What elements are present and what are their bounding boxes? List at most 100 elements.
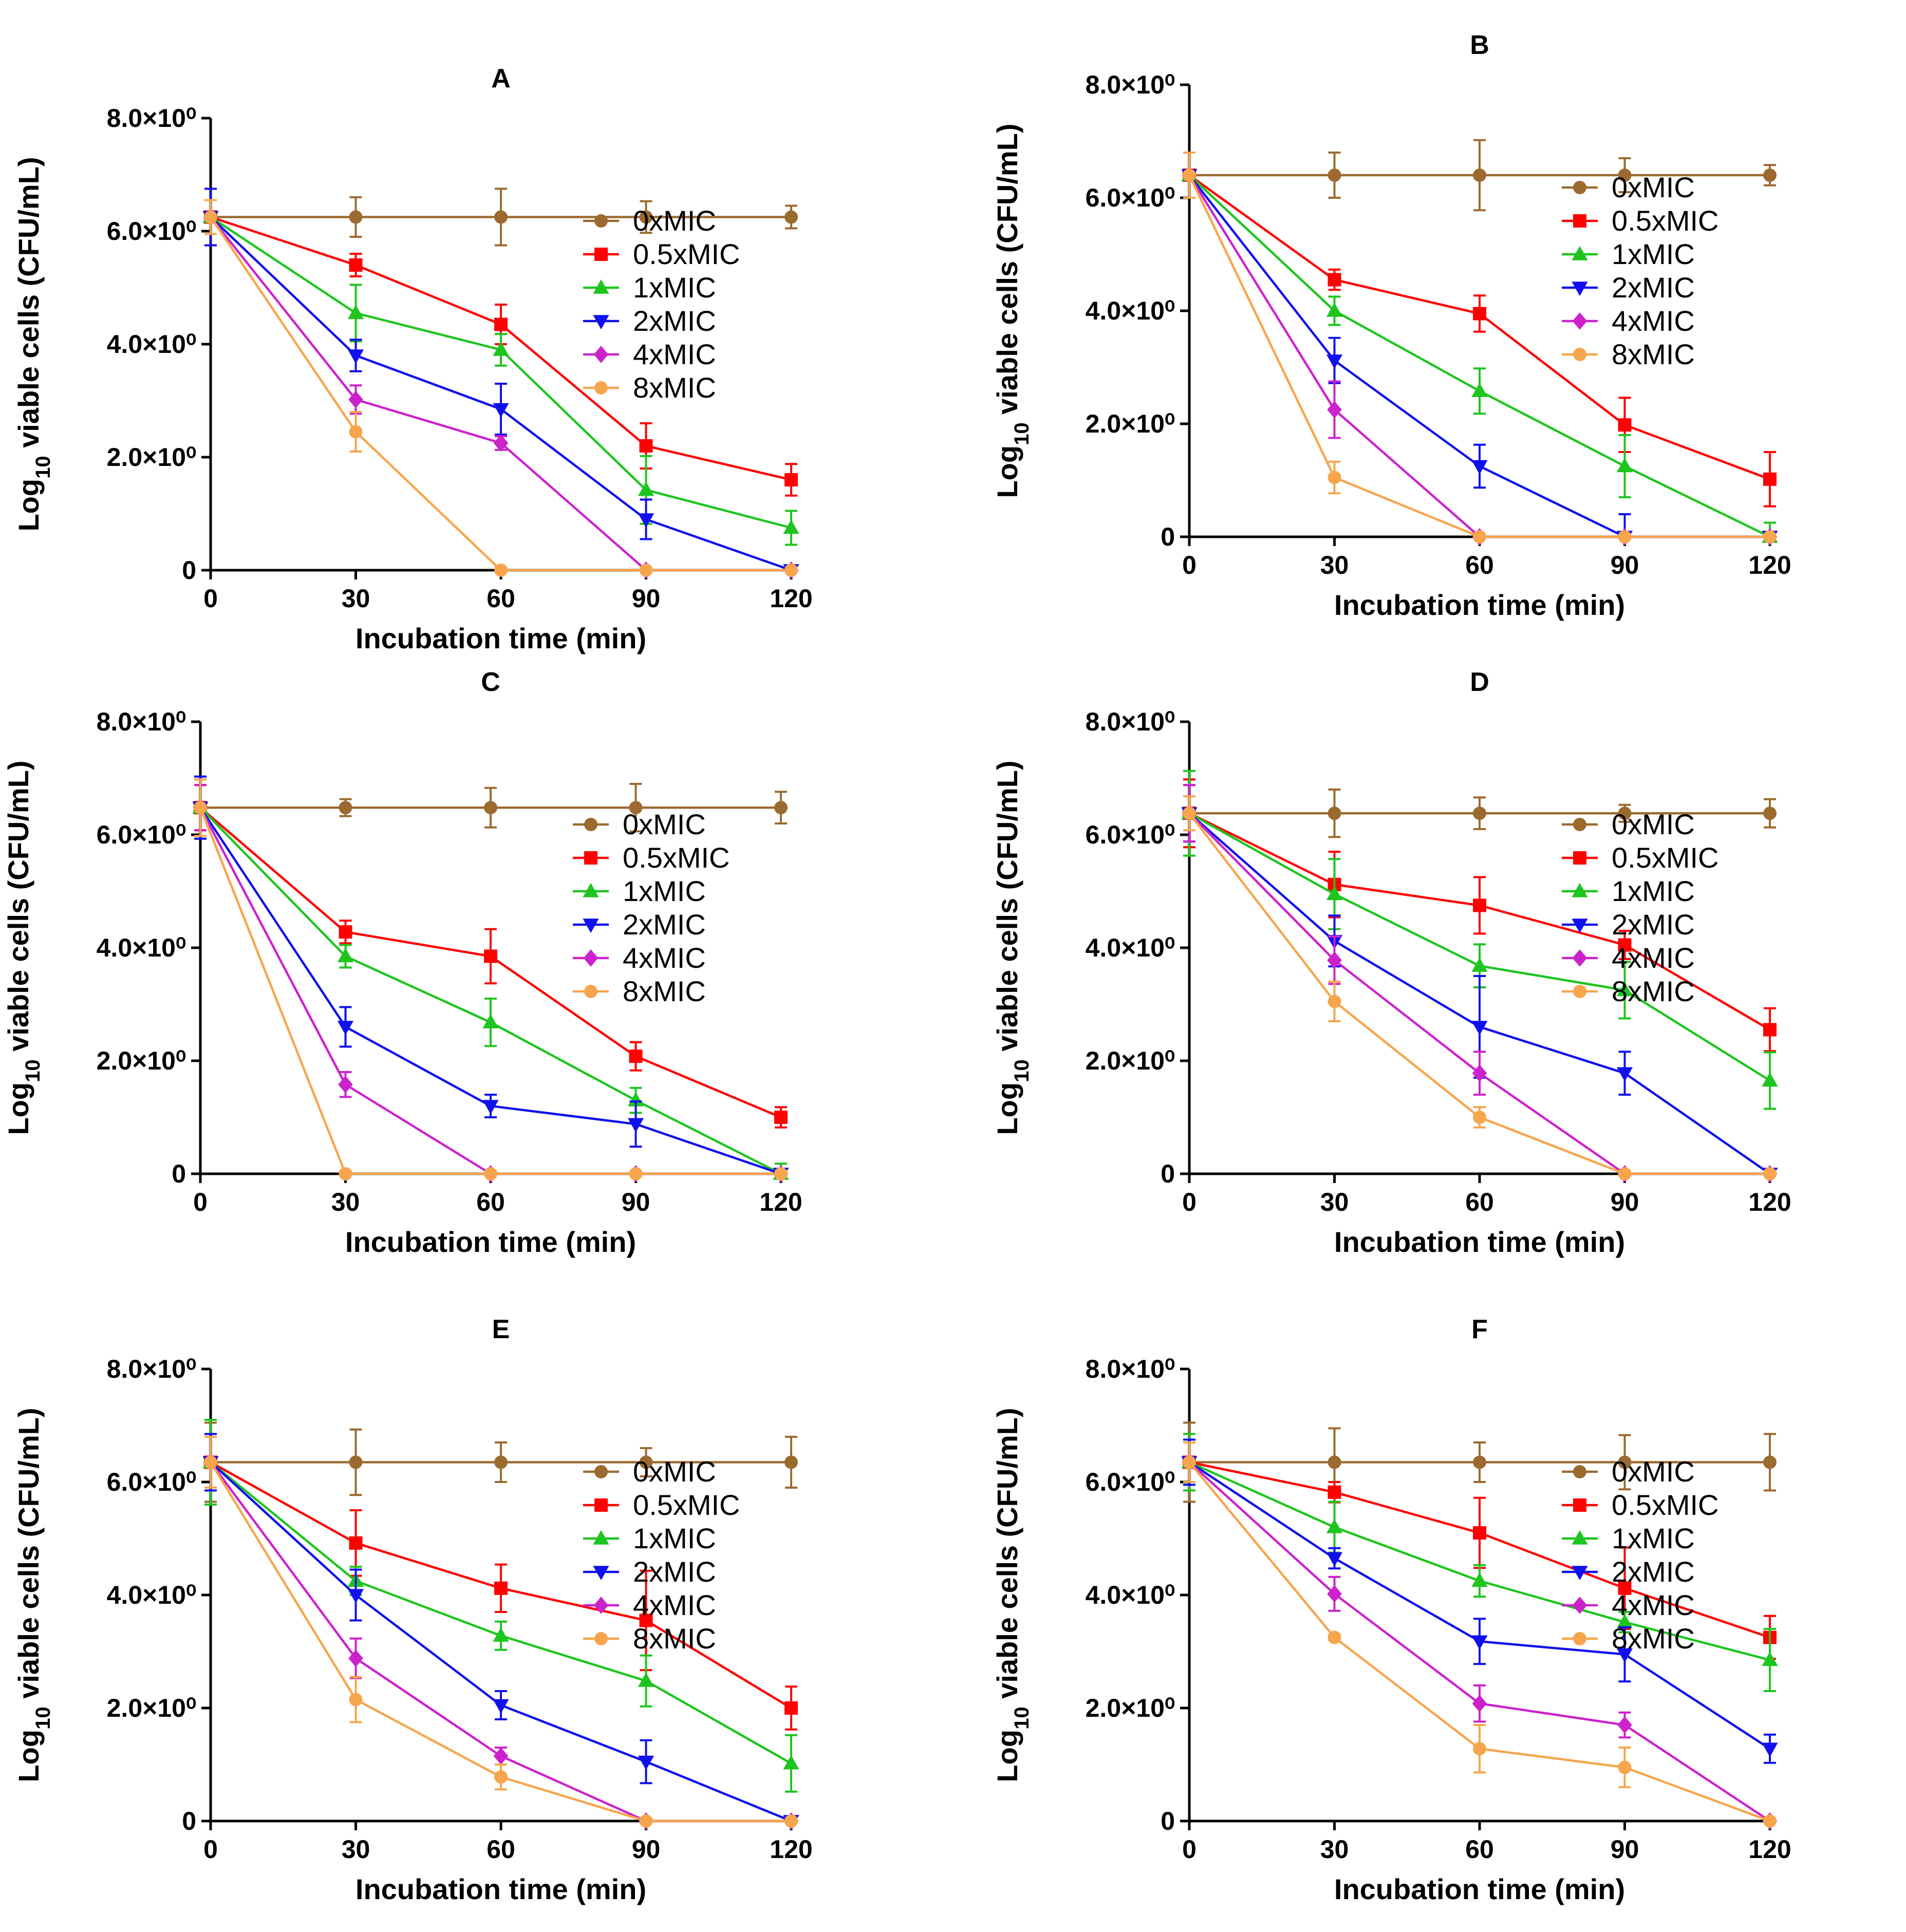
x-axis-label: Incubation time (min) bbox=[1334, 589, 1625, 621]
y-tick-label: 0 bbox=[1161, 1159, 1175, 1188]
legend-swatch-marker bbox=[593, 315, 609, 330]
data-point bbox=[1472, 1064, 1487, 1082]
data-point bbox=[1762, 1072, 1778, 1087]
y-axis-label-base: Log bbox=[991, 1730, 1023, 1783]
data-point bbox=[1762, 1652, 1778, 1666]
data-point bbox=[1183, 168, 1196, 182]
data-point bbox=[1616, 982, 1633, 997]
data-point bbox=[1763, 472, 1777, 486]
legend-swatch-marker bbox=[593, 279, 609, 294]
x-tick-label: 90 bbox=[1611, 551, 1639, 579]
y-axis-label-base: Log bbox=[991, 445, 1023, 498]
legend-swatch-marker bbox=[593, 1530, 609, 1545]
legend-swatch-marker bbox=[1573, 181, 1586, 194]
x-axis-label: Incubation time (min) bbox=[356, 622, 646, 654]
y-axis-label: Log10 viable cells (CFU/mL) bbox=[991, 123, 1033, 498]
x-axis-label: Incubation time (min) bbox=[345, 1226, 636, 1258]
y-tick-label: 2.0×10⁰ bbox=[1086, 409, 1175, 438]
data-point bbox=[347, 349, 364, 364]
panel-title: A bbox=[491, 64, 511, 93]
legend-label: 1xMIC bbox=[1612, 1522, 1695, 1554]
legend-swatch-marker bbox=[1572, 1597, 1587, 1614]
x-tick-label: 120 bbox=[770, 584, 812, 613]
data-point bbox=[349, 1693, 363, 1706]
legend-swatch-marker bbox=[1573, 851, 1586, 865]
legend-swatch-marker bbox=[594, 1498, 608, 1512]
y-tick-label: 6.0×10⁰ bbox=[1086, 183, 1175, 212]
data-point bbox=[347, 305, 364, 320]
y-tick-label: 4.0×10⁰ bbox=[107, 1581, 196, 1609]
data-point bbox=[339, 1167, 352, 1180]
y-axis-label-sub: 10 bbox=[32, 456, 54, 479]
data-point bbox=[1763, 168, 1777, 182]
y-axis-label-rest: viable cells (CFU/mL) bbox=[12, 1408, 45, 1706]
x-tick-label: 120 bbox=[1748, 551, 1791, 579]
data-point bbox=[348, 390, 363, 408]
legend-label: 8xMIC bbox=[623, 975, 706, 1007]
x-tick-label: 30 bbox=[1320, 1835, 1349, 1864]
data-point bbox=[639, 439, 653, 453]
data-point bbox=[1328, 1455, 1341, 1469]
legend-swatch-marker bbox=[1573, 985, 1586, 998]
data-point bbox=[638, 1672, 655, 1687]
series-8xMIC bbox=[1183, 795, 1777, 1180]
data-point bbox=[482, 1100, 499, 1115]
y-axis-label-sub: 10 bbox=[32, 1706, 54, 1730]
y-tick-label: 4.0×10⁰ bbox=[1086, 933, 1175, 962]
y-tick-label: 0 bbox=[1161, 522, 1175, 551]
legend-label: 0.5xMIC bbox=[633, 1489, 740, 1521]
data-point bbox=[627, 1118, 644, 1133]
legend-swatch-marker bbox=[584, 985, 597, 998]
data-point bbox=[1473, 1742, 1486, 1756]
x-tick-label: 90 bbox=[1611, 1188, 1639, 1216]
data-point bbox=[347, 1589, 364, 1604]
legend-label: 4xMIC bbox=[633, 338, 716, 370]
data-point bbox=[194, 801, 207, 815]
data-point bbox=[784, 564, 798, 577]
legend-swatch-marker bbox=[1573, 348, 1586, 361]
panel-title: B bbox=[1470, 30, 1489, 60]
panel-f: F 0 30 60 90 120 0 2.0×10⁰ 4.0×10⁰ 6.0×10⁰ 8.0×10⁰… bbox=[991, 1315, 1791, 1905]
y-tick-label: 4.0×10⁰ bbox=[97, 933, 186, 962]
legend-swatch-marker bbox=[594, 1632, 608, 1645]
data-point bbox=[493, 1699, 509, 1714]
data-point bbox=[484, 949, 497, 963]
legend-label: 8xMIC bbox=[1612, 1622, 1695, 1655]
data-point bbox=[783, 1755, 799, 1770]
legend-label: 8xMIC bbox=[1612, 975, 1695, 1007]
data-point bbox=[639, 1814, 653, 1828]
x-tick-label: 30 bbox=[331, 1188, 360, 1216]
y-tick-label: 0 bbox=[172, 1159, 186, 1188]
legend-swatch-marker bbox=[594, 214, 608, 228]
data-point bbox=[783, 519, 799, 534]
legend-swatch-marker bbox=[1572, 883, 1588, 897]
data-point bbox=[774, 1111, 788, 1124]
x-tick-label: 30 bbox=[1320, 1188, 1349, 1216]
data-point bbox=[1328, 168, 1341, 182]
data-point bbox=[784, 473, 798, 486]
y-axis-label-sub: 10 bbox=[1011, 1706, 1033, 1730]
data-point bbox=[1471, 1021, 1488, 1036]
data-point bbox=[784, 1455, 798, 1469]
y-tick-label: 6.0×10⁰ bbox=[107, 217, 196, 246]
legend-swatch-marker bbox=[593, 346, 609, 363]
x-tick-label: 120 bbox=[1748, 1835, 1791, 1864]
legend-swatch-marker bbox=[583, 949, 599, 967]
legend-label: 4xMIC bbox=[1612, 305, 1695, 337]
y-tick-label: 8.0×10⁰ bbox=[1086, 707, 1175, 736]
y-tick-label: 8.0×10⁰ bbox=[1086, 1355, 1175, 1383]
data-point bbox=[482, 1014, 499, 1028]
legend-swatch-marker bbox=[1572, 1530, 1588, 1545]
y-axis-label-rest: viable cells (CFU/mL) bbox=[12, 157, 45, 456]
legend-label: 1xMIC bbox=[1612, 875, 1695, 907]
data-point bbox=[1473, 307, 1486, 321]
data-point bbox=[1473, 1455, 1486, 1469]
data-point bbox=[349, 425, 363, 439]
data-point bbox=[1618, 806, 1632, 820]
legend-swatch-marker bbox=[1572, 1566, 1588, 1581]
data-point bbox=[484, 801, 497, 815]
legend-label: 2xMIC bbox=[1612, 908, 1695, 941]
